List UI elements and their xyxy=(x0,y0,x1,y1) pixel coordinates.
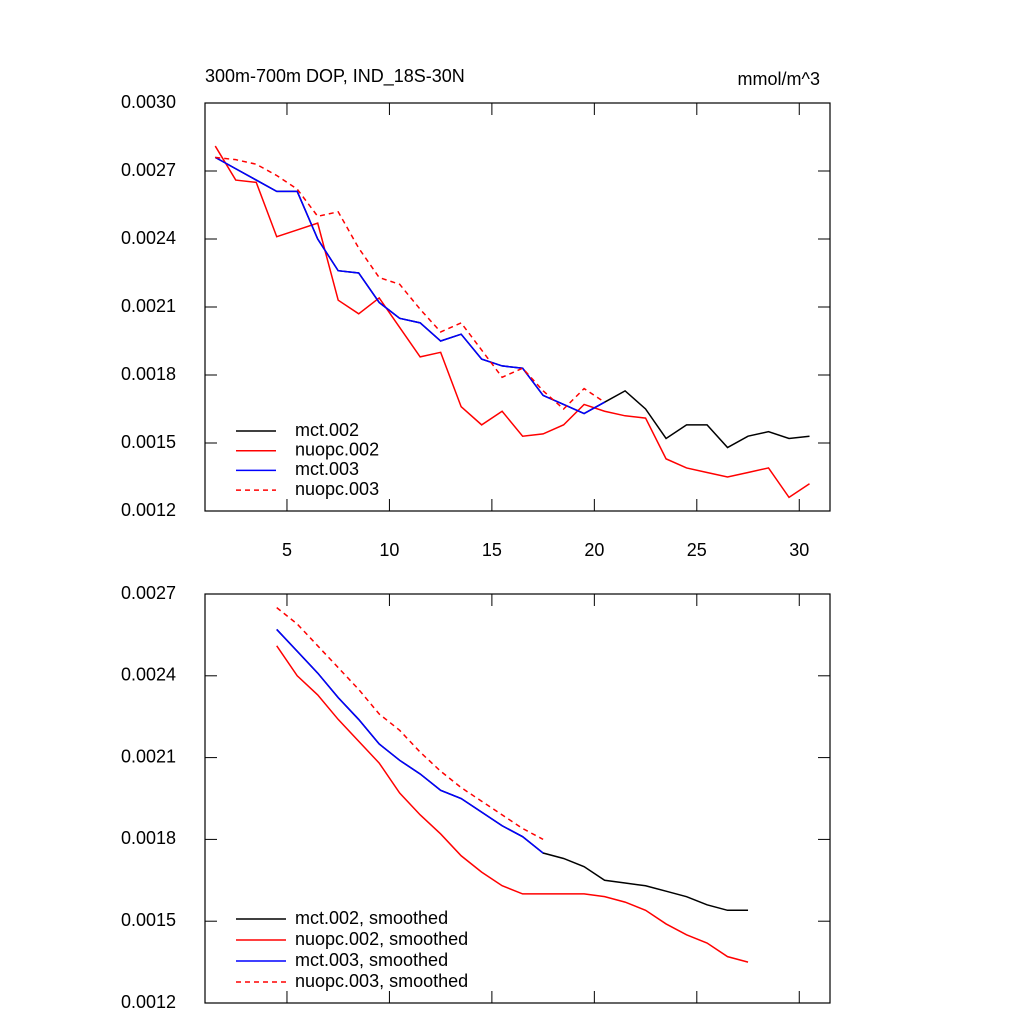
legend-label: nuopc.002, smoothed xyxy=(295,929,468,949)
y-tick-label: 0.0018 xyxy=(121,828,176,848)
chart-title: 300m-700m DOP, IND_18S-30N xyxy=(205,66,465,87)
series-line xyxy=(276,628,544,854)
legend-label: mct.002 xyxy=(295,420,359,440)
y-tick-label: 0.0012 xyxy=(121,992,176,1012)
x-tick-label: 25 xyxy=(687,540,707,560)
x-tick-label: 15 xyxy=(482,540,502,560)
series-line xyxy=(276,628,749,912)
y-tick-label: 0.0018 xyxy=(121,364,176,384)
x-tick-label: 10 xyxy=(379,540,399,560)
y-tick-label: 0.0024 xyxy=(121,665,176,685)
legend-label: nuopc.003, smoothed xyxy=(295,971,468,991)
y-tick-label: 0.0012 xyxy=(121,500,176,520)
y-tick-label: 0.0027 xyxy=(121,160,176,180)
y-tick-label: 0.0021 xyxy=(121,746,176,766)
plot-frame xyxy=(204,593,831,1004)
y-tick-label: 0.0015 xyxy=(121,432,176,452)
series-line xyxy=(214,145,810,499)
y-tick-label: 0.0021 xyxy=(121,296,176,316)
series-line xyxy=(276,645,749,963)
x-tick-label: 5 xyxy=(282,540,292,560)
legend-label: nuopc.003 xyxy=(295,479,379,499)
y-tick-label: 0.0027 xyxy=(121,583,176,603)
series-line xyxy=(276,607,544,841)
series-line xyxy=(214,156,605,415)
legend-label: mct.003, smoothed xyxy=(295,950,448,970)
legend-label: nuopc.002 xyxy=(295,439,379,459)
y-tick-label: 0.0024 xyxy=(121,228,176,248)
unit-label: mmol/m^3 xyxy=(738,69,820,89)
x-tick-label: 20 xyxy=(584,540,604,560)
series-line xyxy=(215,156,606,411)
legend-label: mct.003 xyxy=(295,459,359,479)
x-tick-label: 30 xyxy=(789,540,809,560)
y-tick-label: 0.0015 xyxy=(121,910,176,930)
legend-label: mct.002, smoothed xyxy=(295,908,448,928)
series-line xyxy=(214,156,810,449)
y-tick-label: 0.0030 xyxy=(121,92,176,112)
